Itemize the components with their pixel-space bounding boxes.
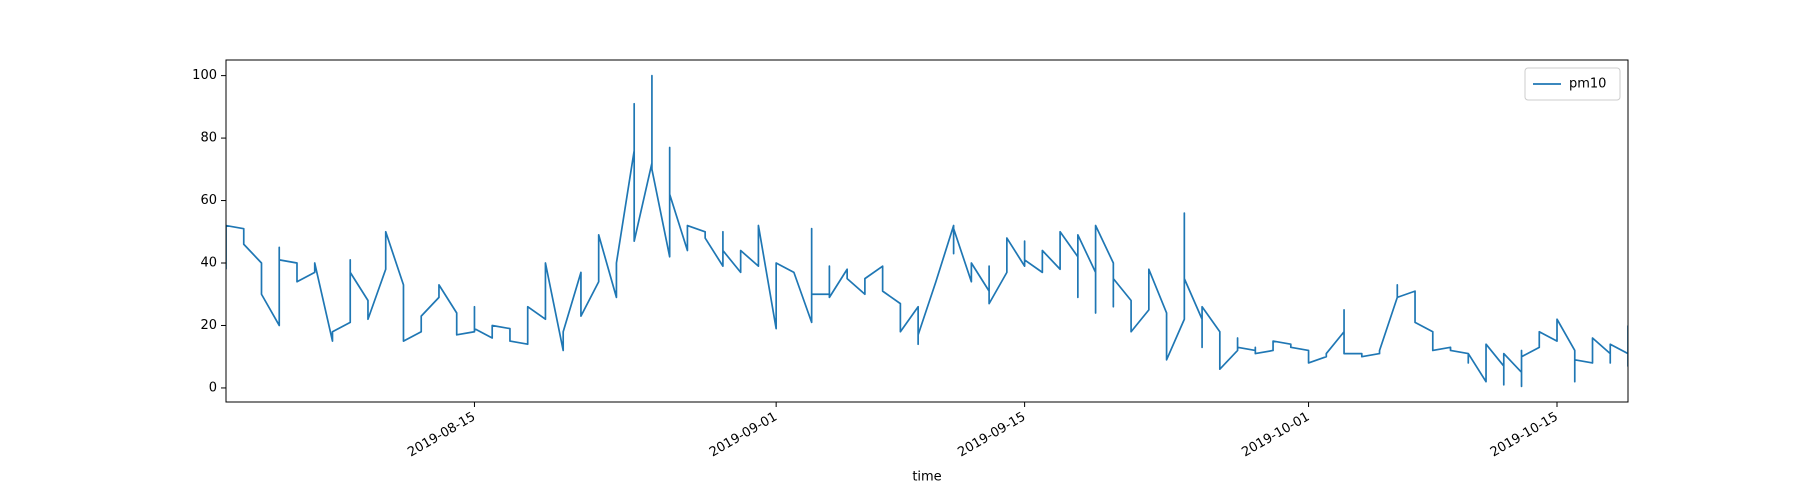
plot-frame (225, 59, 1629, 403)
legend-label: pm10 (1569, 77, 1606, 92)
data-line (226, 74, 1628, 388)
y-tick-label: 80 (200, 131, 217, 146)
y-tick-label: 40 (200, 256, 217, 271)
y-tick-label: 60 (200, 193, 217, 208)
y-tick-label: 100 (192, 68, 217, 83)
y-tick-label: 20 (200, 318, 217, 333)
legend-box (1524, 67, 1621, 101)
y-tick-label: 0 (209, 380, 217, 395)
x-axis-label: time (912, 470, 941, 485)
